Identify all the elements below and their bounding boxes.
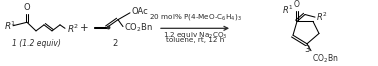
Text: OAc: OAc [131,7,148,16]
Text: CO$_2$Bn: CO$_2$Bn [124,21,153,34]
Text: O: O [294,0,300,9]
Text: $R^1$: $R^1$ [282,4,294,16]
Text: 1 (1.2 equiv): 1 (1.2 equiv) [12,39,60,48]
Text: $R^2$: $R^2$ [67,22,79,35]
Text: +: + [80,23,88,33]
Text: O: O [24,3,30,12]
Text: $R^2$: $R^2$ [316,11,328,23]
Text: 1.2 equiv Na$_2$CO$_3$: 1.2 equiv Na$_2$CO$_3$ [163,31,227,41]
Text: 3: 3 [304,45,310,54]
Text: 2: 2 [112,39,118,48]
Text: 20 mol% P(4-MeO-C$_6$H$_4$)$_3$: 20 mol% P(4-MeO-C$_6$H$_4$)$_3$ [149,12,242,22]
Text: toluene, rt, 12 h: toluene, rt, 12 h [166,37,224,43]
Text: $R^1$: $R^1$ [4,20,16,32]
Text: CO$_2$Bn: CO$_2$Bn [312,52,339,65]
